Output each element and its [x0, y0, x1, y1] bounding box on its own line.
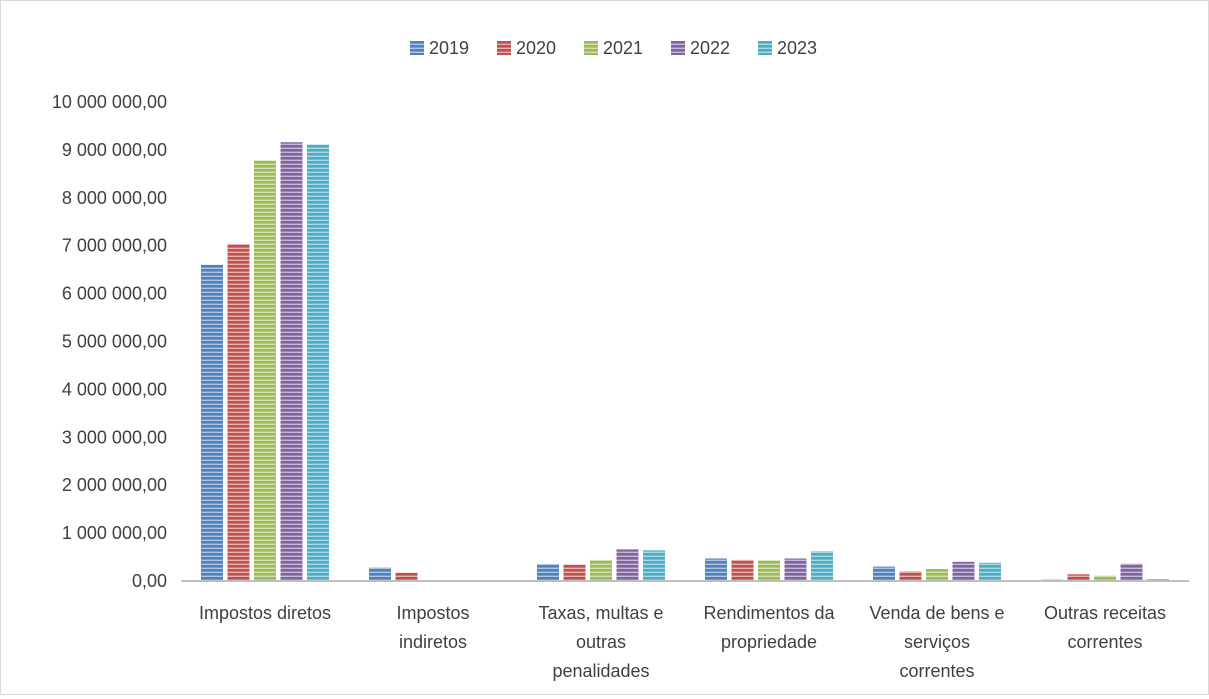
- bar-2023-0: [307, 144, 329, 582]
- y-tick-label: 5 000 000,00: [62, 332, 167, 352]
- x-tick-label: Venda de bens e serviços correntes: [869, 603, 1004, 681]
- legend-label-2021: 2021: [603, 38, 643, 58]
- legend-label-2020: 2020: [516, 38, 556, 58]
- x-tick-label: Impostos diretos: [199, 603, 331, 623]
- bar-2019-4: [873, 566, 895, 581]
- y-tick-label: 7 000 000,00: [62, 236, 167, 256]
- x-axis: Impostos diretos Impostos indiretos Taxas, …: [181, 580, 1189, 681]
- y-tick-label: 3 000 000,00: [62, 427, 167, 447]
- bar-2020-1: [395, 572, 418, 581]
- legend-swatch-2022: [671, 41, 685, 55]
- legend-item-2023: 2023: [758, 38, 817, 58]
- legend-label-2023: 2023: [777, 38, 817, 58]
- bar-2022-0: [280, 142, 303, 581]
- bar-2020-2: [563, 564, 586, 581]
- bar-2021-4: [926, 569, 948, 581]
- bar-2022-3: [784, 558, 807, 581]
- x-tick-label: Taxas, multas e outras penalidades: [538, 603, 663, 681]
- legend-label-2022: 2022: [690, 38, 730, 58]
- bar-2019-0: [201, 264, 223, 581]
- x-tick-label: Impostos indiretos: [396, 603, 469, 652]
- y-tick-label: 1 000 000,00: [62, 523, 167, 543]
- legend-item-2019: 2019: [410, 38, 469, 58]
- bar-2019-3: [705, 558, 727, 581]
- bar-2022-5: [1120, 563, 1143, 581]
- legend-label-2019: 2019: [429, 38, 469, 58]
- bar-2023-2: [643, 550, 665, 581]
- bar-2023-3: [811, 551, 833, 581]
- legend-item-2020: 2020: [497, 38, 556, 58]
- bar-2020-5: [1067, 574, 1090, 581]
- bar-2022-2: [616, 549, 639, 581]
- bar-2019-1: [369, 567, 391, 581]
- bar-2020-0: [227, 244, 250, 581]
- bar-2020-3: [731, 559, 754, 581]
- bar-2019-2: [537, 564, 559, 581]
- x-tick-label: Outras receitas correntes: [1044, 603, 1166, 652]
- legend-swatch-2023: [758, 41, 772, 55]
- y-tick-label: 8 000 000,00: [62, 188, 167, 208]
- y-axis: 0,00 1 000 000,00 2 000 000,00 3 000 000,00…: [52, 92, 167, 591]
- bar-2022-4: [952, 561, 975, 581]
- y-tick-label: 0,00: [132, 571, 167, 591]
- x-tick-label: Rendimentos da propriedade: [703, 603, 835, 652]
- legend-item-2021: 2021: [584, 38, 643, 58]
- legend-swatch-2021: [584, 41, 598, 55]
- y-tick-label: 6 000 000,00: [62, 284, 167, 304]
- legend-item-2022: 2022: [671, 38, 730, 58]
- bar-2023-4: [979, 562, 1001, 581]
- y-tick-label: 2 000 000,00: [62, 475, 167, 495]
- bars: [201, 142, 1169, 582]
- bar-2020-4: [899, 571, 922, 581]
- y-tick-label: 9 000 000,00: [62, 140, 167, 160]
- legend-swatch-2020: [497, 41, 511, 55]
- legend-swatch-2019: [410, 41, 424, 55]
- bar-2021-2: [590, 559, 612, 581]
- y-tick-label: 4 000 000,00: [62, 379, 167, 399]
- bar-2021-3: [758, 560, 780, 581]
- y-tick-label: 10 000 000,00: [52, 92, 167, 112]
- bar-2021-0: [254, 160, 276, 582]
- legend: 2019 2020 2021 2022 2023: [410, 38, 817, 58]
